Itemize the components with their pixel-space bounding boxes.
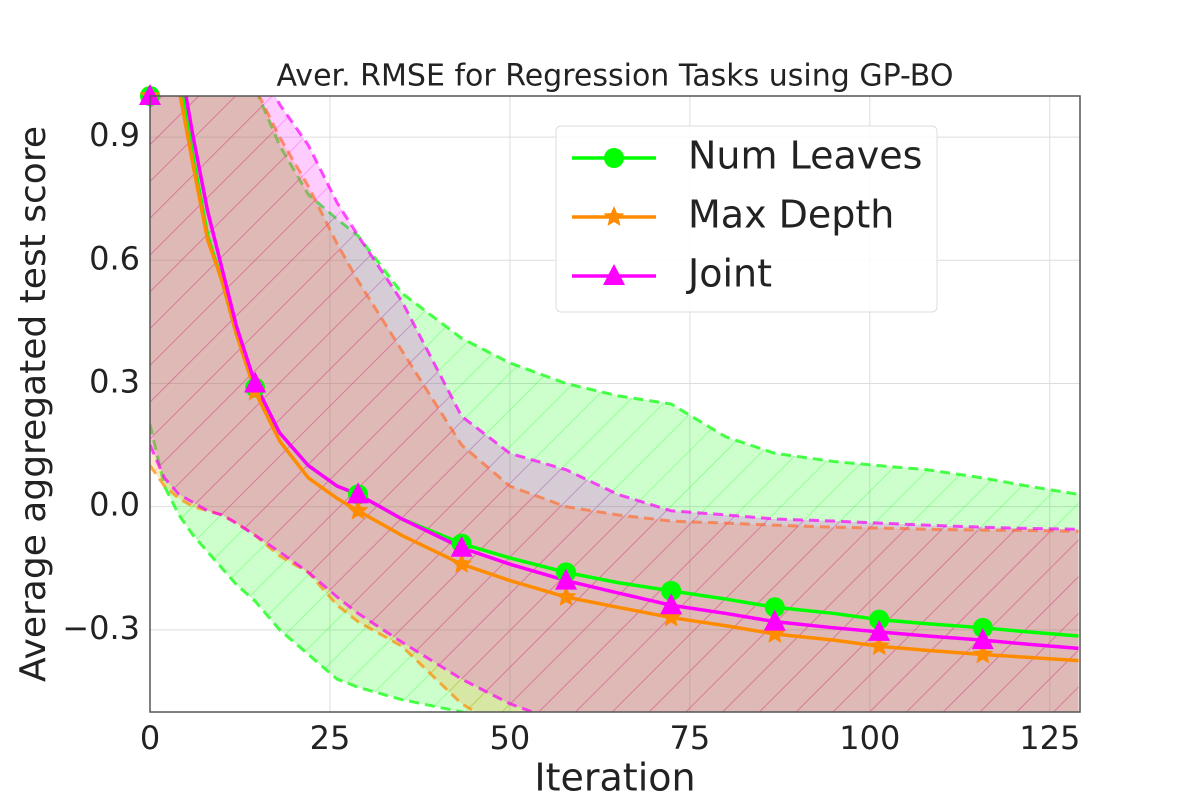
band-hatch xyxy=(150,96,1079,712)
marker xyxy=(660,606,682,627)
marker xyxy=(555,586,577,606)
marker xyxy=(763,609,786,631)
band-edge xyxy=(256,96,1079,496)
y-tick-label: 0.0 xyxy=(89,486,140,524)
marker xyxy=(139,84,161,105)
plot-area xyxy=(150,96,1079,712)
chart-title: Aver. RMSE for Regression Tasks using GP… xyxy=(277,59,954,94)
legend-label: Max Depth xyxy=(688,193,894,237)
band-edge xyxy=(150,444,537,712)
x-tick-label: 125 xyxy=(1019,719,1080,757)
legend-label: Joint xyxy=(686,252,772,296)
legend: Num Leaves Max Depth Joint xyxy=(555,125,938,313)
legend-label: Num Leaves xyxy=(688,134,922,178)
marker xyxy=(451,553,473,574)
marker xyxy=(868,619,891,641)
x-tick-label: 50 xyxy=(490,719,531,757)
marker xyxy=(972,617,993,638)
legend-marker xyxy=(603,264,625,285)
legend-marker xyxy=(603,206,625,226)
y-tick-label: 0.6 xyxy=(89,239,140,277)
marker xyxy=(347,482,370,504)
marker xyxy=(764,597,785,618)
marker xyxy=(244,371,267,393)
band-edge xyxy=(150,424,467,712)
y-tick-label: 0.9 xyxy=(89,116,140,154)
x-axis-label: Iteration xyxy=(534,756,695,800)
legend-marker xyxy=(604,148,624,168)
x-tick-label: 75 xyxy=(670,719,711,757)
x-tick-label: 0 xyxy=(140,719,160,757)
marker xyxy=(661,580,682,601)
marker xyxy=(764,622,786,643)
plot-frame xyxy=(149,95,1081,713)
y-tick-label: 0.3 xyxy=(89,362,140,400)
marker xyxy=(868,635,890,656)
band-edge xyxy=(150,464,479,712)
x-tick-label: 25 xyxy=(310,719,351,757)
marker xyxy=(555,568,578,590)
line xyxy=(150,96,1079,651)
marker xyxy=(450,535,473,557)
y-tick-label: −0.3 xyxy=(62,609,140,647)
marker xyxy=(869,609,890,630)
marker xyxy=(972,643,994,664)
marker xyxy=(971,628,994,650)
marker xyxy=(660,593,683,615)
marker xyxy=(347,499,369,520)
legend-box xyxy=(555,125,938,313)
x-tick-label: 100 xyxy=(839,719,900,757)
y-axis-label: Average aggregated test score xyxy=(13,126,54,682)
